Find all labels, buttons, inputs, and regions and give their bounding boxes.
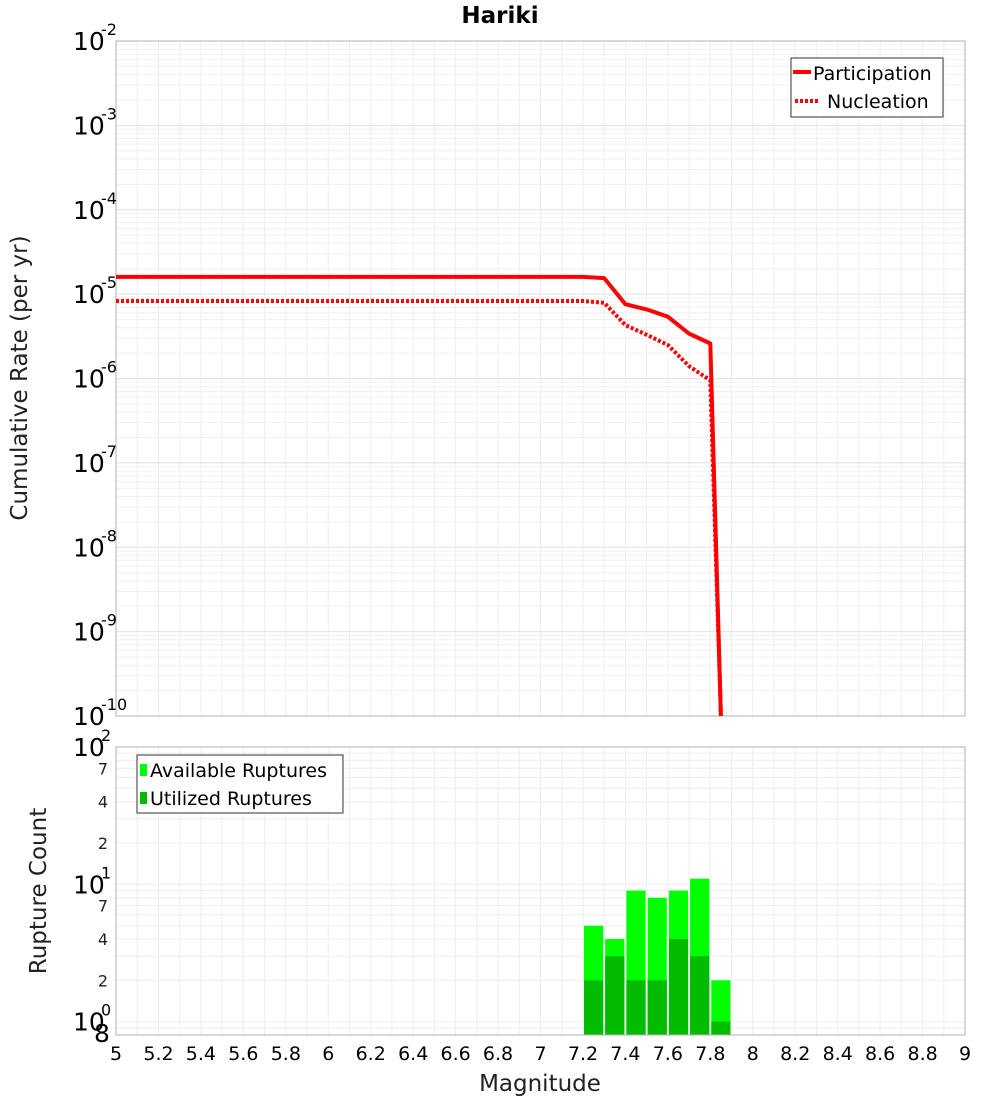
top-y-tick-exponent: -6 <box>101 358 117 377</box>
x-axis-label: Magnitude <box>479 1071 601 1097</box>
bar-utilized <box>605 956 625 1035</box>
bottom-y-minor-tick: 4 <box>98 930 108 949</box>
bottom-legend-box <box>136 754 344 814</box>
legend-label-utilized: Utilized Ruptures <box>150 788 312 810</box>
x-tick-label: 5.2 <box>143 1043 173 1065</box>
legend-swatch-utilized <box>140 792 147 804</box>
x-tick-label: 8.4 <box>823 1043 853 1065</box>
top-y-tick-exponent: -8 <box>101 526 117 545</box>
bottom-bars-group <box>584 878 731 1035</box>
top-y-axis-label: Cumulative Rate (per yr) <box>7 235 33 520</box>
bottom-y-minor-tick: 2 <box>98 971 108 990</box>
chart-title: Hariki <box>461 3 538 29</box>
x-tick-label: 6.2 <box>356 1043 386 1065</box>
bar-utilized <box>668 939 689 1035</box>
top-y-tick-exponent: -3 <box>101 104 117 123</box>
top-legend-box <box>790 57 944 118</box>
bar-utilized <box>647 980 667 1035</box>
legend-label-available: Available Ruptures <box>150 760 327 782</box>
bottom-y-tick-exponent: 2 <box>101 726 111 745</box>
x-tick-label: 6.6 <box>440 1043 470 1065</box>
x-tick-label: 7.8 <box>695 1043 725 1065</box>
top-y-tick-exponent: -5 <box>101 273 117 292</box>
bottom-y-minor-tick: 2 <box>98 834 108 853</box>
top-y-tick-base: 10 <box>73 27 105 56</box>
top-y-tick-exponent: -2 <box>101 20 117 39</box>
series-line-participation <box>116 274 723 717</box>
x-tick-label: 5.6 <box>228 1043 258 1065</box>
bottom-y-tick-exponent: 1 <box>101 863 111 882</box>
x-tick-label: 7.4 <box>610 1043 640 1065</box>
top-y-tick-exponent: -4 <box>101 189 117 208</box>
x-tick-label: 7 <box>534 1043 546 1065</box>
top-y-tick-base: 10 <box>73 533 105 562</box>
x-tick-label: 8.8 <box>907 1043 937 1065</box>
bar-utilized <box>584 980 604 1035</box>
bottom-y-axis-label: Rupture Count <box>26 808 52 974</box>
x-tick-label: 5.4 <box>186 1043 216 1065</box>
bottom-y-minor-tick: 7 <box>98 897 108 916</box>
legend-label-nucleation: Nucleation <box>827 91 929 113</box>
top-y-tick-exponent: -9 <box>101 611 117 630</box>
x-axis-ticks: 5 5.2 5.4 5.6 5.8 6 6.2 6.4 6.6 6.8 7 7.2 7.4 7.6 7.8 8… <box>110 1043 971 1065</box>
legend-label-participation: Participation <box>813 63 932 85</box>
x-tick-label: 9 <box>959 1043 971 1065</box>
top-y-tick-exponent: -10 <box>101 695 127 714</box>
top-y-tick-base: 10 <box>73 111 105 140</box>
top-y-tick-base: 10 <box>73 280 105 309</box>
bottom-y-minor-tick: 4 <box>98 793 108 812</box>
top-series-group <box>116 274 723 717</box>
top-gridlines <box>115 41 966 717</box>
bottom-y-min-tick: 8 <box>94 1019 110 1048</box>
x-tick-label: 6.4 <box>398 1043 428 1065</box>
top-legend: Participation Nucleation <box>790 57 944 118</box>
bar-utilized <box>690 956 710 1035</box>
x-tick-label: 8.6 <box>865 1043 895 1065</box>
bottom-y-tick-base: 10 <box>73 1008 105 1037</box>
top-y-tick-base: 10 <box>73 365 105 394</box>
x-tick-label: 5.8 <box>271 1043 301 1065</box>
bar-utilized <box>626 980 646 1035</box>
top-plot-area <box>115 40 966 717</box>
x-tick-label: 6 <box>322 1043 334 1065</box>
bottom-y-tick-base: 10 <box>73 870 105 899</box>
x-tick-label: 8 <box>747 1043 759 1065</box>
top-y-tick-exponent: -7 <box>101 442 117 461</box>
top-y-tick-base: 10 <box>73 196 105 225</box>
bottom-y-tick-base: 10 <box>73 733 105 762</box>
legend-swatch-available <box>140 764 147 776</box>
top-y-axis-ticks: 10-210-310-410-510-610-710-810-910-10 <box>73 20 127 731</box>
x-tick-label: 6.8 <box>483 1043 513 1065</box>
series-line-nucleation <box>116 299 723 717</box>
x-tick-label: 7.6 <box>653 1043 683 1065</box>
x-tick-label: 7.2 <box>568 1043 598 1065</box>
bottom-legend: Available Ruptures Utilized Ruptures <box>136 754 344 814</box>
bar-utilized <box>711 1021 731 1035</box>
bottom-plot-area <box>115 746 966 1036</box>
top-y-tick-base: 10 <box>73 449 105 478</box>
bar-available <box>711 980 731 1035</box>
bottom-y-minor-tick: 7 <box>98 759 108 778</box>
x-tick-label: 5 <box>110 1043 122 1065</box>
x-tick-label: 8.2 <box>780 1043 810 1065</box>
top-y-tick-base: 10 <box>73 618 105 647</box>
bottom-y-tick-exponent: 0 <box>101 1001 111 1020</box>
top-y-tick-base: 10 <box>73 702 105 731</box>
